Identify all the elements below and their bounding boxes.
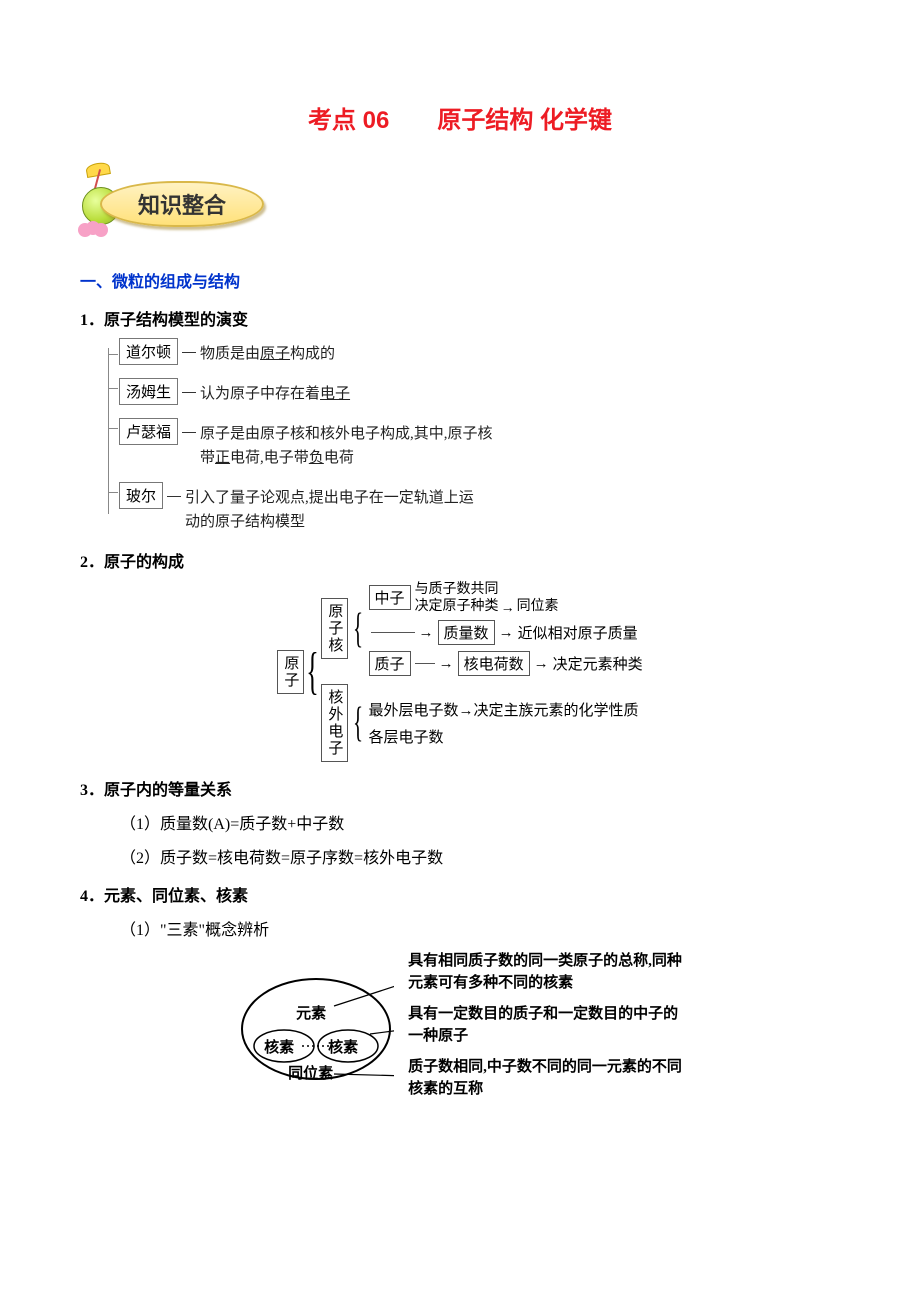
isotope-label: 同位素 bbox=[288, 1062, 333, 1083]
brace-icon: { bbox=[353, 702, 363, 744]
chain-dash bbox=[182, 392, 196, 393]
outer-electron-branch: 核外电子 { 最外层电子数→决定主族元素的化学性质 各层电子数 bbox=[321, 684, 642, 762]
chain-item-3: 卢瑟福 原子是由原子核和核外电子构成,其中,原子核带正电荷,电子带负电荷 bbox=[119, 412, 840, 476]
chain-person-4: 玻尔 bbox=[119, 482, 163, 509]
nuclear-charge-label: 核电荷数 bbox=[458, 651, 530, 676]
chain-person-3: 卢瑟福 bbox=[119, 418, 178, 445]
note-3-text: 质子数相同,中子数不同的同一元素的不同核素的互称 bbox=[408, 1056, 682, 1101]
sub-1-num: 1． bbox=[80, 312, 104, 329]
proton-label: 质子 bbox=[369, 651, 411, 676]
atom-children: 原子核 { 中子 与质子数共同 决定原子种类 bbox=[321, 582, 642, 762]
section-1-heading: 一、微粒的组成与结构 bbox=[80, 268, 840, 292]
page: 考点 06 原子结构 化学键 知识整合 一、微粒的组成与结构 1．原子结构模型的… bbox=[0, 0, 920, 1161]
chain-item-1: 道尔顿 物质是由原子构成的 bbox=[119, 338, 840, 372]
arrow-icon: → bbox=[499, 624, 514, 641]
nuclide-label-1: 核素 bbox=[264, 1036, 294, 1057]
sub-2-title: 原子的构成 bbox=[104, 554, 184, 571]
knowledge-badge: 知识整合 bbox=[80, 175, 270, 235]
oval-svg: 元素 核素 核素 同位素 bbox=[238, 964, 394, 1094]
outer-children: 最外层电子数→决定主族元素的化学性质 各层电子数 bbox=[369, 699, 639, 747]
oval-group: 元素 核素 核素 同位素 具有相同质子数的同一类原子的总称,同种元素可有多种不同… bbox=[238, 950, 682, 1101]
chain-desc-3: 原子是由原子核和核外电子构成,其中,原子核带正电荷,电子带负电荷 bbox=[200, 418, 493, 470]
sub-2-num: 2． bbox=[80, 554, 104, 571]
connector-line bbox=[371, 632, 415, 633]
chain-person-1: 道尔顿 bbox=[119, 338, 178, 365]
chain-desc-1: 物质是由原子构成的 bbox=[200, 338, 335, 366]
eq-2: （2）质子数=核电荷数=原子序数=核外电子数 bbox=[120, 844, 840, 868]
neutron-label: 中子 bbox=[369, 585, 411, 610]
layers-label: 各层电子数 bbox=[369, 726, 444, 747]
badge-label: 知识整合 bbox=[100, 181, 264, 227]
chain-item-4: 玻尔 引入了量子论观点,提出电子在一定轨道上运动的原子结构模型 bbox=[119, 476, 840, 534]
note-1: 具有相同质子数的同一类原子的总称,同种元素可有多种不同的核素 bbox=[408, 950, 682, 995]
element-kind-label: 决定元素种类 bbox=[553, 653, 643, 674]
sub-4-num: 4． bbox=[80, 888, 104, 905]
flower-icon bbox=[86, 221, 100, 235]
chain-desc-2: 认为原子中存在着电子 bbox=[200, 378, 350, 406]
chain-dash bbox=[182, 352, 196, 353]
sub-4-line1: （1）"三素"概念辨析 bbox=[120, 916, 840, 940]
nucleus-label: 原子核 bbox=[321, 598, 348, 659]
mass-number-label: 质量数 bbox=[438, 620, 495, 645]
arrow-icon: → bbox=[419, 624, 434, 641]
top-note-1: 与质子数共同 bbox=[415, 582, 499, 597]
eq-1: （1）质量数(A)=质子数+中子数 bbox=[120, 810, 840, 834]
note-1-text: 具有相同质子数的同一类原子的总称,同种元素可有多种不同的核素 bbox=[408, 950, 682, 995]
note-2: 具有一定数目的质子和一定数目的中子的一种原子 bbox=[408, 1003, 682, 1048]
chain-item-2: 汤姆生 认为原子中存在着电子 bbox=[119, 372, 840, 412]
arrow-icon: → bbox=[501, 599, 515, 616]
chain-column: 道尔顿 物质是由原子构成的 汤姆生 认为原子中存在着电子 卢瑟福 原子是由原子核… bbox=[108, 338, 840, 534]
chain-person-2: 汤姆生 bbox=[119, 378, 178, 405]
note-2-text: 具有一定数目的质子和一定数目的中子的一种原子 bbox=[408, 1003, 678, 1048]
brace-icon: { bbox=[353, 608, 363, 650]
top-note: 与质子数共同 决定原子种类 → 同位素 bbox=[415, 582, 559, 616]
nucleus-branch: 原子核 { 中子 与质子数共同 决定原子种类 bbox=[321, 582, 642, 676]
chain-dash bbox=[167, 496, 181, 497]
arrow-icon: → bbox=[439, 655, 454, 672]
sub-4-title: 元素、同位素、核素 bbox=[104, 888, 248, 905]
three-concept-diagram: 元素 核素 核素 同位素 具有相同质子数的同一类原子的总称,同种元素可有多种不同… bbox=[80, 950, 840, 1101]
badge-graphic: 知识整合 bbox=[80, 175, 270, 235]
isotope-label: 同位素 bbox=[517, 599, 559, 616]
sub-1-heading: 1．原子结构模型的演变 bbox=[80, 306, 840, 330]
evolution-chain-diagram: 道尔顿 物质是由原子构成的 汤姆生 认为原子中存在着电子 卢瑟福 原子是由原子核… bbox=[100, 338, 840, 534]
nucleus-children: 中子 与质子数共同 决定原子种类 → 同位素 bbox=[369, 582, 643, 676]
neutron-group: 中子 与质子数共同 决定原子种类 → 同位素 bbox=[369, 582, 559, 614]
mass-number-row: → 质量数 → 近似相对原子质量 bbox=[369, 620, 638, 645]
atom-tree: 原子 { 原子核 { 中子 与质子数共同 bbox=[277, 582, 642, 762]
approx-mass-label: 近似相对原子质量 bbox=[518, 622, 638, 643]
chain-dash bbox=[182, 432, 196, 433]
sub-4-heading: 4．元素、同位素、核素 bbox=[80, 882, 840, 906]
brace-icon: { bbox=[307, 646, 319, 698]
proton-row: 质子 → 核电荷数 → 决定元素种类 bbox=[369, 651, 643, 676]
note-3: 质子数相同,中子数不同的同一元素的不同核素的互称 bbox=[408, 1056, 682, 1101]
sub-3-heading: 3．原子内的等量关系 bbox=[80, 776, 840, 800]
element-label: 元素 bbox=[296, 1002, 326, 1023]
outermost-label: 最外层电子数→决定主族元素的化学性质 bbox=[369, 699, 639, 720]
sub-2-heading: 2．原子的构成 bbox=[80, 548, 840, 572]
chain-desc-4: 引入了量子论观点,提出电子在一定轨道上运动的原子结构模型 bbox=[185, 482, 474, 534]
atom-tree-diagram: 原子 { 原子核 { 中子 与质子数共同 bbox=[80, 582, 840, 762]
outer-electron-label: 核外电子 bbox=[321, 684, 348, 762]
connector-line bbox=[415, 663, 435, 664]
sub-1-title: 原子结构模型的演变 bbox=[104, 312, 248, 329]
top-note-2: 决定原子种类 bbox=[415, 599, 499, 616]
arrow-icon: → bbox=[534, 655, 549, 672]
page-title: 考点 06 原子结构 化学键 bbox=[80, 100, 840, 135]
concept-notes: 具有相同质子数的同一类原子的总称,同种元素可有多种不同的核素 具有一定数目的质子… bbox=[408, 950, 682, 1101]
sub-3-title: 原子内的等量关系 bbox=[104, 782, 232, 799]
sub-3-num: 3． bbox=[80, 782, 104, 799]
root-atom: 原子 bbox=[277, 650, 304, 694]
nuclide-label-2: 核素 bbox=[328, 1036, 358, 1057]
